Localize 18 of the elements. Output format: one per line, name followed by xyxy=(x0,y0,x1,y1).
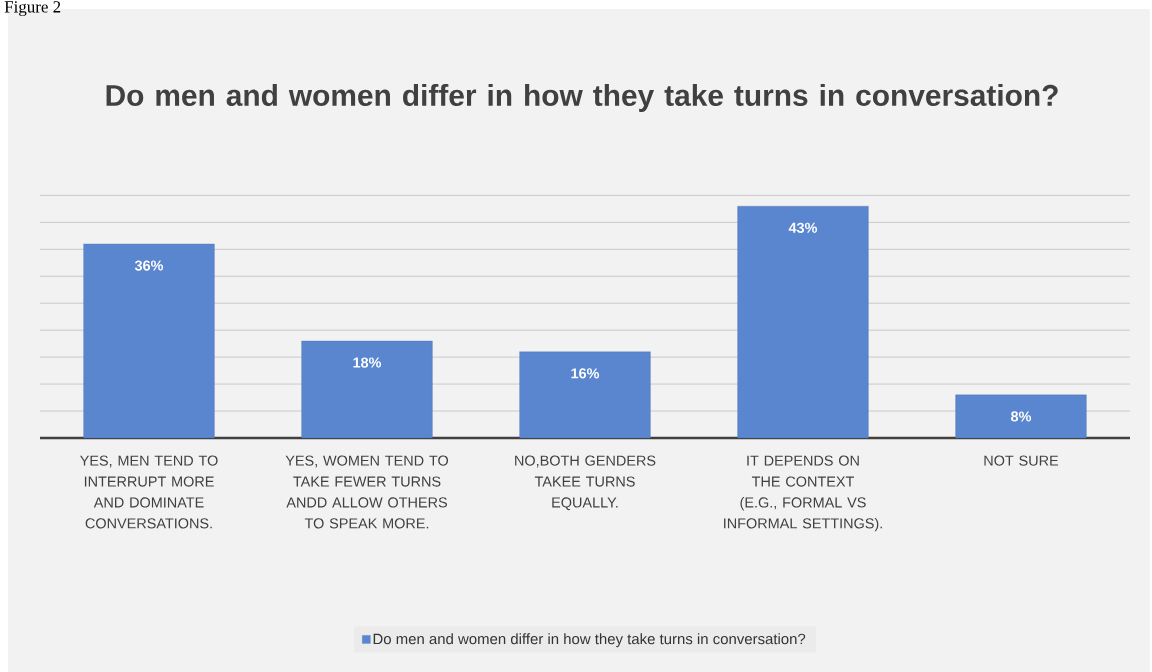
chart-title: Do men and women differ in how they take turns in conversation? xyxy=(106,84,1058,112)
bar xyxy=(301,340,433,439)
caption: Figure 2 xyxy=(4,1,61,17)
data-label: 16% xyxy=(571,368,600,379)
bar xyxy=(737,206,869,439)
bar xyxy=(519,351,651,439)
x-tick-label: IT DEPENDS ON THE CONTEXT (E.G., FORMAL VS INFORMAL SETTINGS). xyxy=(724,455,882,532)
data-label: 8% xyxy=(1011,411,1032,422)
x-tick-label: NO,BOTH GENDERS TAKEE TURNS EQUALLY. xyxy=(515,455,656,511)
x-tick-label: YES, WOMEN TEND TO TAKE FEWER TURNS ANDD ALLOW OTHERS TO SPEAK MORE. xyxy=(285,455,449,529)
data-label: 36% xyxy=(134,260,164,271)
data-label: 43% xyxy=(788,222,818,233)
legend-label: Do men and women differ in how they take turns in conversation? xyxy=(373,633,806,648)
x-tick-label: YES, MEN TEND TO INTERRUPT MORE AND DOMINATE CONVERSATIONS. xyxy=(80,455,218,529)
data-label: 18% xyxy=(353,357,382,368)
bar xyxy=(83,243,215,439)
bar xyxy=(955,394,1087,439)
x-tick-label: NOT SURE xyxy=(984,455,1059,466)
